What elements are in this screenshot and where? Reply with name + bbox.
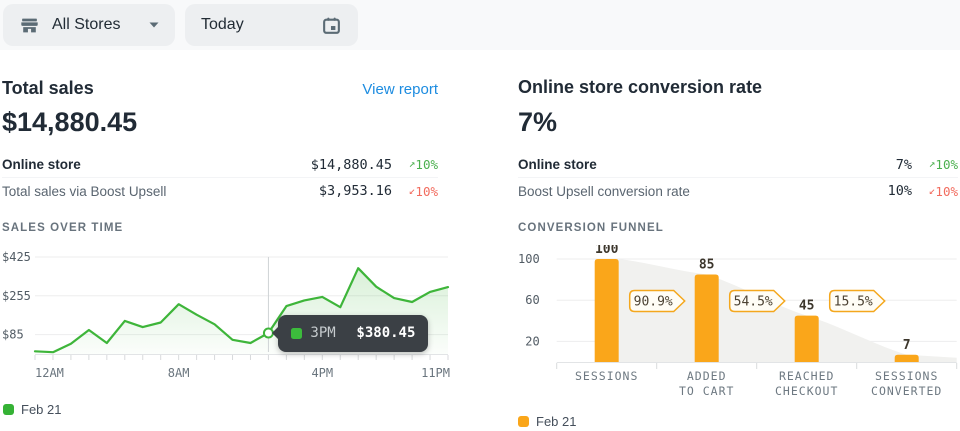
date-selector-label: Today	[201, 16, 244, 33]
svg-text:20: 20	[525, 334, 539, 348]
row-label: Online store	[2, 157, 81, 172]
svg-text:REACHED: REACHED	[779, 369, 834, 383]
legend-label: Feb 21	[21, 402, 62, 417]
table-row: Total sales via Boost Upsell $3,953.16 ↙…	[2, 178, 438, 204]
row-value: $3,953.16	[318, 183, 392, 199]
top-bar: All Stores Today	[0, 0, 960, 50]
svg-text:CONVERTED: CONVERTED	[871, 384, 942, 398]
svg-text:85: 85	[699, 257, 715, 272]
arrow-up-icon: ↗	[928, 157, 936, 170]
store-selector-button[interactable]: All Stores	[3, 4, 175, 46]
total-sales-title: Total sales	[2, 78, 94, 98]
legend-swatch	[3, 404, 14, 415]
row-label: Boost Upsell conversion rate	[518, 183, 690, 199]
total-sales-value: $14,880.45	[2, 107, 138, 137]
conversion-funnel-chart[interactable]: 100 60 20 100 85 45 7 90.9% 54.5% 15.5% SESSIONS AD…	[510, 245, 960, 405]
chart-tooltip: 3PM $380.45	[272, 314, 429, 352]
svg-text:$425: $425	[2, 250, 31, 264]
svg-text:8AM: 8AM	[168, 366, 190, 380]
svg-text:90.9%: 90.9%	[634, 295, 673, 310]
conversion-breakdown: Online store 7% ↗10% Boost Upsell conver…	[518, 152, 958, 204]
date-selector-button[interactable]: Today	[185, 4, 358, 46]
svg-text:54.5%: 54.5%	[734, 295, 773, 310]
svg-text:15.5%: 15.5%	[834, 295, 873, 310]
svg-text:$255: $255	[2, 289, 31, 303]
table-row: Online store $14,880.45 ↗10%	[2, 152, 438, 178]
svg-text:CHECKOUT: CHECKOUT	[775, 384, 838, 398]
row-value: $14,880.45	[310, 156, 392, 173]
svg-text:11PM: 11PM	[421, 366, 450, 380]
svg-text:7: 7	[903, 338, 911, 353]
svg-text:60: 60	[525, 293, 539, 307]
store-selector-label: All Stores	[52, 16, 121, 33]
delta-badge: ↗10%	[928, 157, 958, 172]
svg-text:TO CART: TO CART	[679, 384, 734, 398]
table-row: Boost Upsell conversion rate 10% ↙10%	[518, 178, 958, 204]
sales-over-time-heading: SALES OVER TIME	[2, 222, 124, 234]
chevron-down-icon	[149, 22, 159, 28]
row-label: Online store	[518, 157, 597, 172]
row-value: 7%	[895, 156, 912, 173]
sales-legend: Feb 21	[3, 402, 61, 417]
table-row: Online store 7% ↗10%	[518, 152, 958, 178]
conversion-rate-value: 7%	[518, 107, 558, 137]
svg-text:100: 100	[518, 252, 540, 266]
legend-label: Feb 21	[536, 414, 577, 429]
series-swatch	[291, 327, 303, 339]
view-report-link[interactable]: View report	[362, 81, 438, 98]
tooltip-time: 3PM	[310, 325, 336, 341]
tooltip-value: $380.45	[356, 325, 416, 341]
funnel-legend: Feb 21	[518, 414, 576, 429]
legend-swatch	[518, 416, 529, 427]
row-value: 10%	[887, 183, 912, 199]
conversion-rate-title: Online store conversion rate	[518, 77, 763, 97]
svg-text:45: 45	[799, 299, 815, 314]
row-label: Total sales via Boost Upsell	[2, 183, 167, 199]
svg-text:SESSIONS: SESSIONS	[875, 369, 938, 383]
arrow-down-icon: ↙	[928, 183, 936, 197]
delta-badge: ↙10%	[928, 183, 958, 199]
delta-badge: ↙10%	[408, 183, 438, 199]
store-icon	[19, 15, 40, 36]
arrow-up-icon: ↗	[408, 157, 416, 170]
delta-badge: ↗10%	[408, 157, 438, 172]
svg-text:$85: $85	[2, 328, 24, 342]
svg-text:12AM: 12AM	[35, 366, 64, 380]
conversion-funnel-heading: CONVERSION FUNNEL	[518, 222, 664, 234]
svg-text:ADDED: ADDED	[687, 369, 727, 383]
svg-text:100: 100	[595, 245, 619, 257]
svg-text:4PM: 4PM	[311, 366, 333, 380]
total-sales-breakdown: Online store $14,880.45 ↗10% Total sales…	[2, 152, 438, 204]
calendar-icon	[321, 15, 342, 36]
arrow-down-icon: ↙	[408, 183, 416, 197]
svg-text:SESSIONS: SESSIONS	[575, 369, 638, 383]
